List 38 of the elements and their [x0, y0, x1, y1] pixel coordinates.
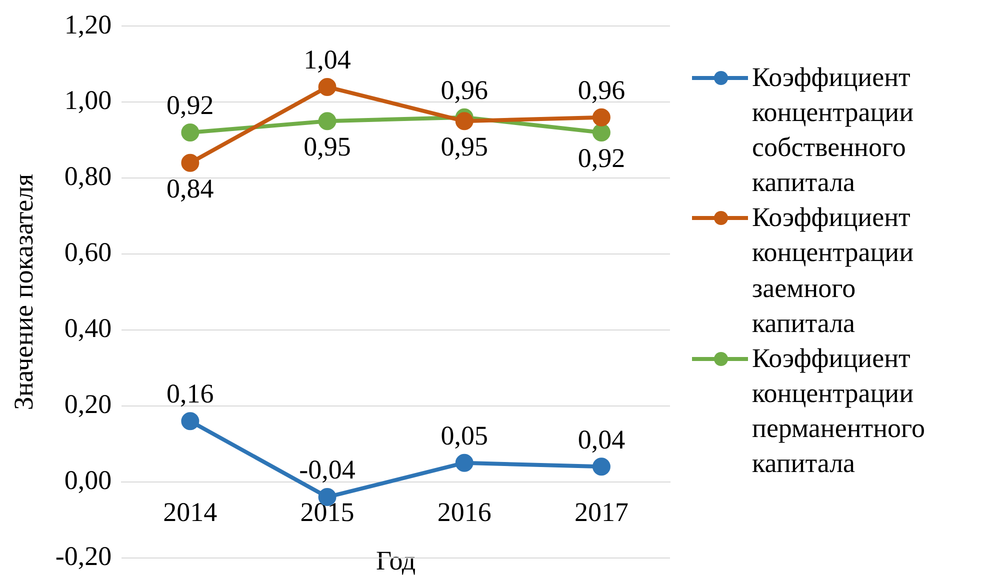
legend-label: Коэффициент концентрации собственного капитала [752, 61, 915, 200]
data-label: 0,95 [440, 132, 488, 162]
point [455, 112, 474, 130]
data-label: 0,92 [166, 90, 214, 120]
data-label: 0,05 [440, 420, 488, 450]
y-tick-label: 0,20 [64, 389, 112, 420]
data-label: 0,04 [578, 424, 626, 454]
x-tick-label: 2017 [574, 497, 628, 528]
point [592, 458, 610, 476]
data-label: 1,04 [304, 44, 352, 75]
point [318, 78, 336, 96]
x-tick-label: 2014 [163, 497, 218, 528]
data-label: 0,92 [578, 143, 626, 174]
y-tick-label: 0,60 [64, 237, 112, 268]
x-tick-label: 2015 [300, 497, 354, 528]
legend-label: Коэффициент концентрации перманентного капитала [752, 342, 926, 480]
y-tick-label: 1,20 [64, 9, 112, 40]
data-label: -0,04 [299, 454, 356, 485]
point [455, 454, 474, 472]
point [181, 154, 200, 172]
y-tick-label: -0,20 [55, 540, 112, 571]
data-label: 0,96 [440, 74, 488, 105]
y-tick-label: 0,80 [64, 161, 112, 192]
data-label: 0,95 [304, 132, 351, 162]
x-tick-label: 2016 [437, 497, 492, 528]
y-axis-title: Значение показателя [8, 174, 38, 410]
legend-label: Коэффициент концентрации заемного капитала [752, 201, 915, 340]
data-label: 0,96 [578, 74, 626, 105]
data-label: 0,84 [166, 173, 214, 204]
point [592, 108, 610, 126]
y-tick-label: 0,40 [64, 313, 112, 344]
point [181, 124, 200, 142]
data-label: 0,16 [166, 378, 214, 409]
point [318, 112, 336, 130]
y-tick-label: 0,00 [64, 464, 112, 495]
y-tick-label: 1,00 [64, 85, 112, 116]
point [592, 124, 610, 142]
point [181, 412, 200, 430]
